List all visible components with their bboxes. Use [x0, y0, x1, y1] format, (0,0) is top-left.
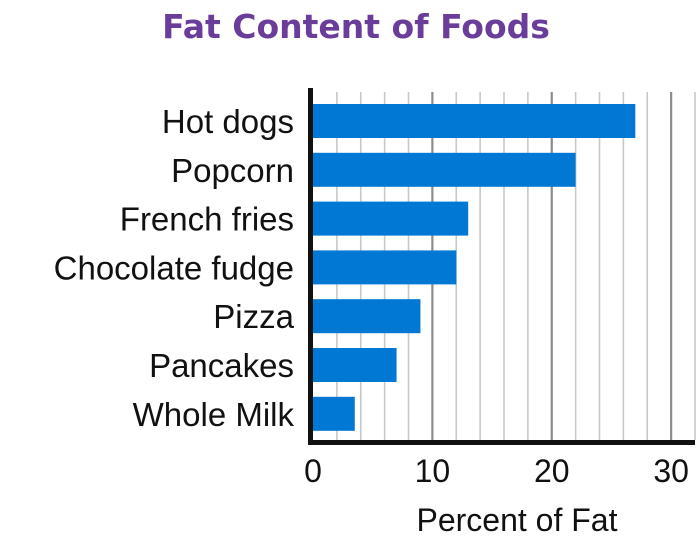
x-tick-label: 30 — [653, 453, 689, 489]
bar — [313, 299, 421, 334]
bar — [313, 250, 457, 285]
category-label: Whole Milk — [133, 396, 295, 433]
category-label: Chocolate fudge — [54, 249, 294, 286]
bars — [313, 104, 636, 431]
x-axis-label: Percent of Fat — [417, 502, 618, 538]
category-label: Hot dogs — [162, 103, 294, 140]
bar — [313, 348, 397, 382]
x-tick-label: 0 — [304, 453, 322, 489]
category-label: Pizza — [213, 298, 294, 335]
axes — [308, 88, 695, 445]
x-tick-label: 10 — [415, 453, 451, 489]
bar — [313, 396, 355, 431]
bar — [313, 201, 469, 236]
bar — [313, 104, 636, 138]
x-tick-label: 20 — [534, 453, 570, 489]
bar — [313, 152, 576, 187]
category-label: French fries — [120, 201, 294, 238]
category-label: Popcorn — [171, 152, 294, 189]
chart-title: Fat Content of Foods — [162, 7, 550, 46]
x-tick-labels: 0 10 20 30 — [304, 453, 689, 489]
category-label: Pancakes — [149, 347, 294, 384]
category-labels: Hot dogs Popcorn French fries Chocolate fud… — [54, 103, 295, 433]
